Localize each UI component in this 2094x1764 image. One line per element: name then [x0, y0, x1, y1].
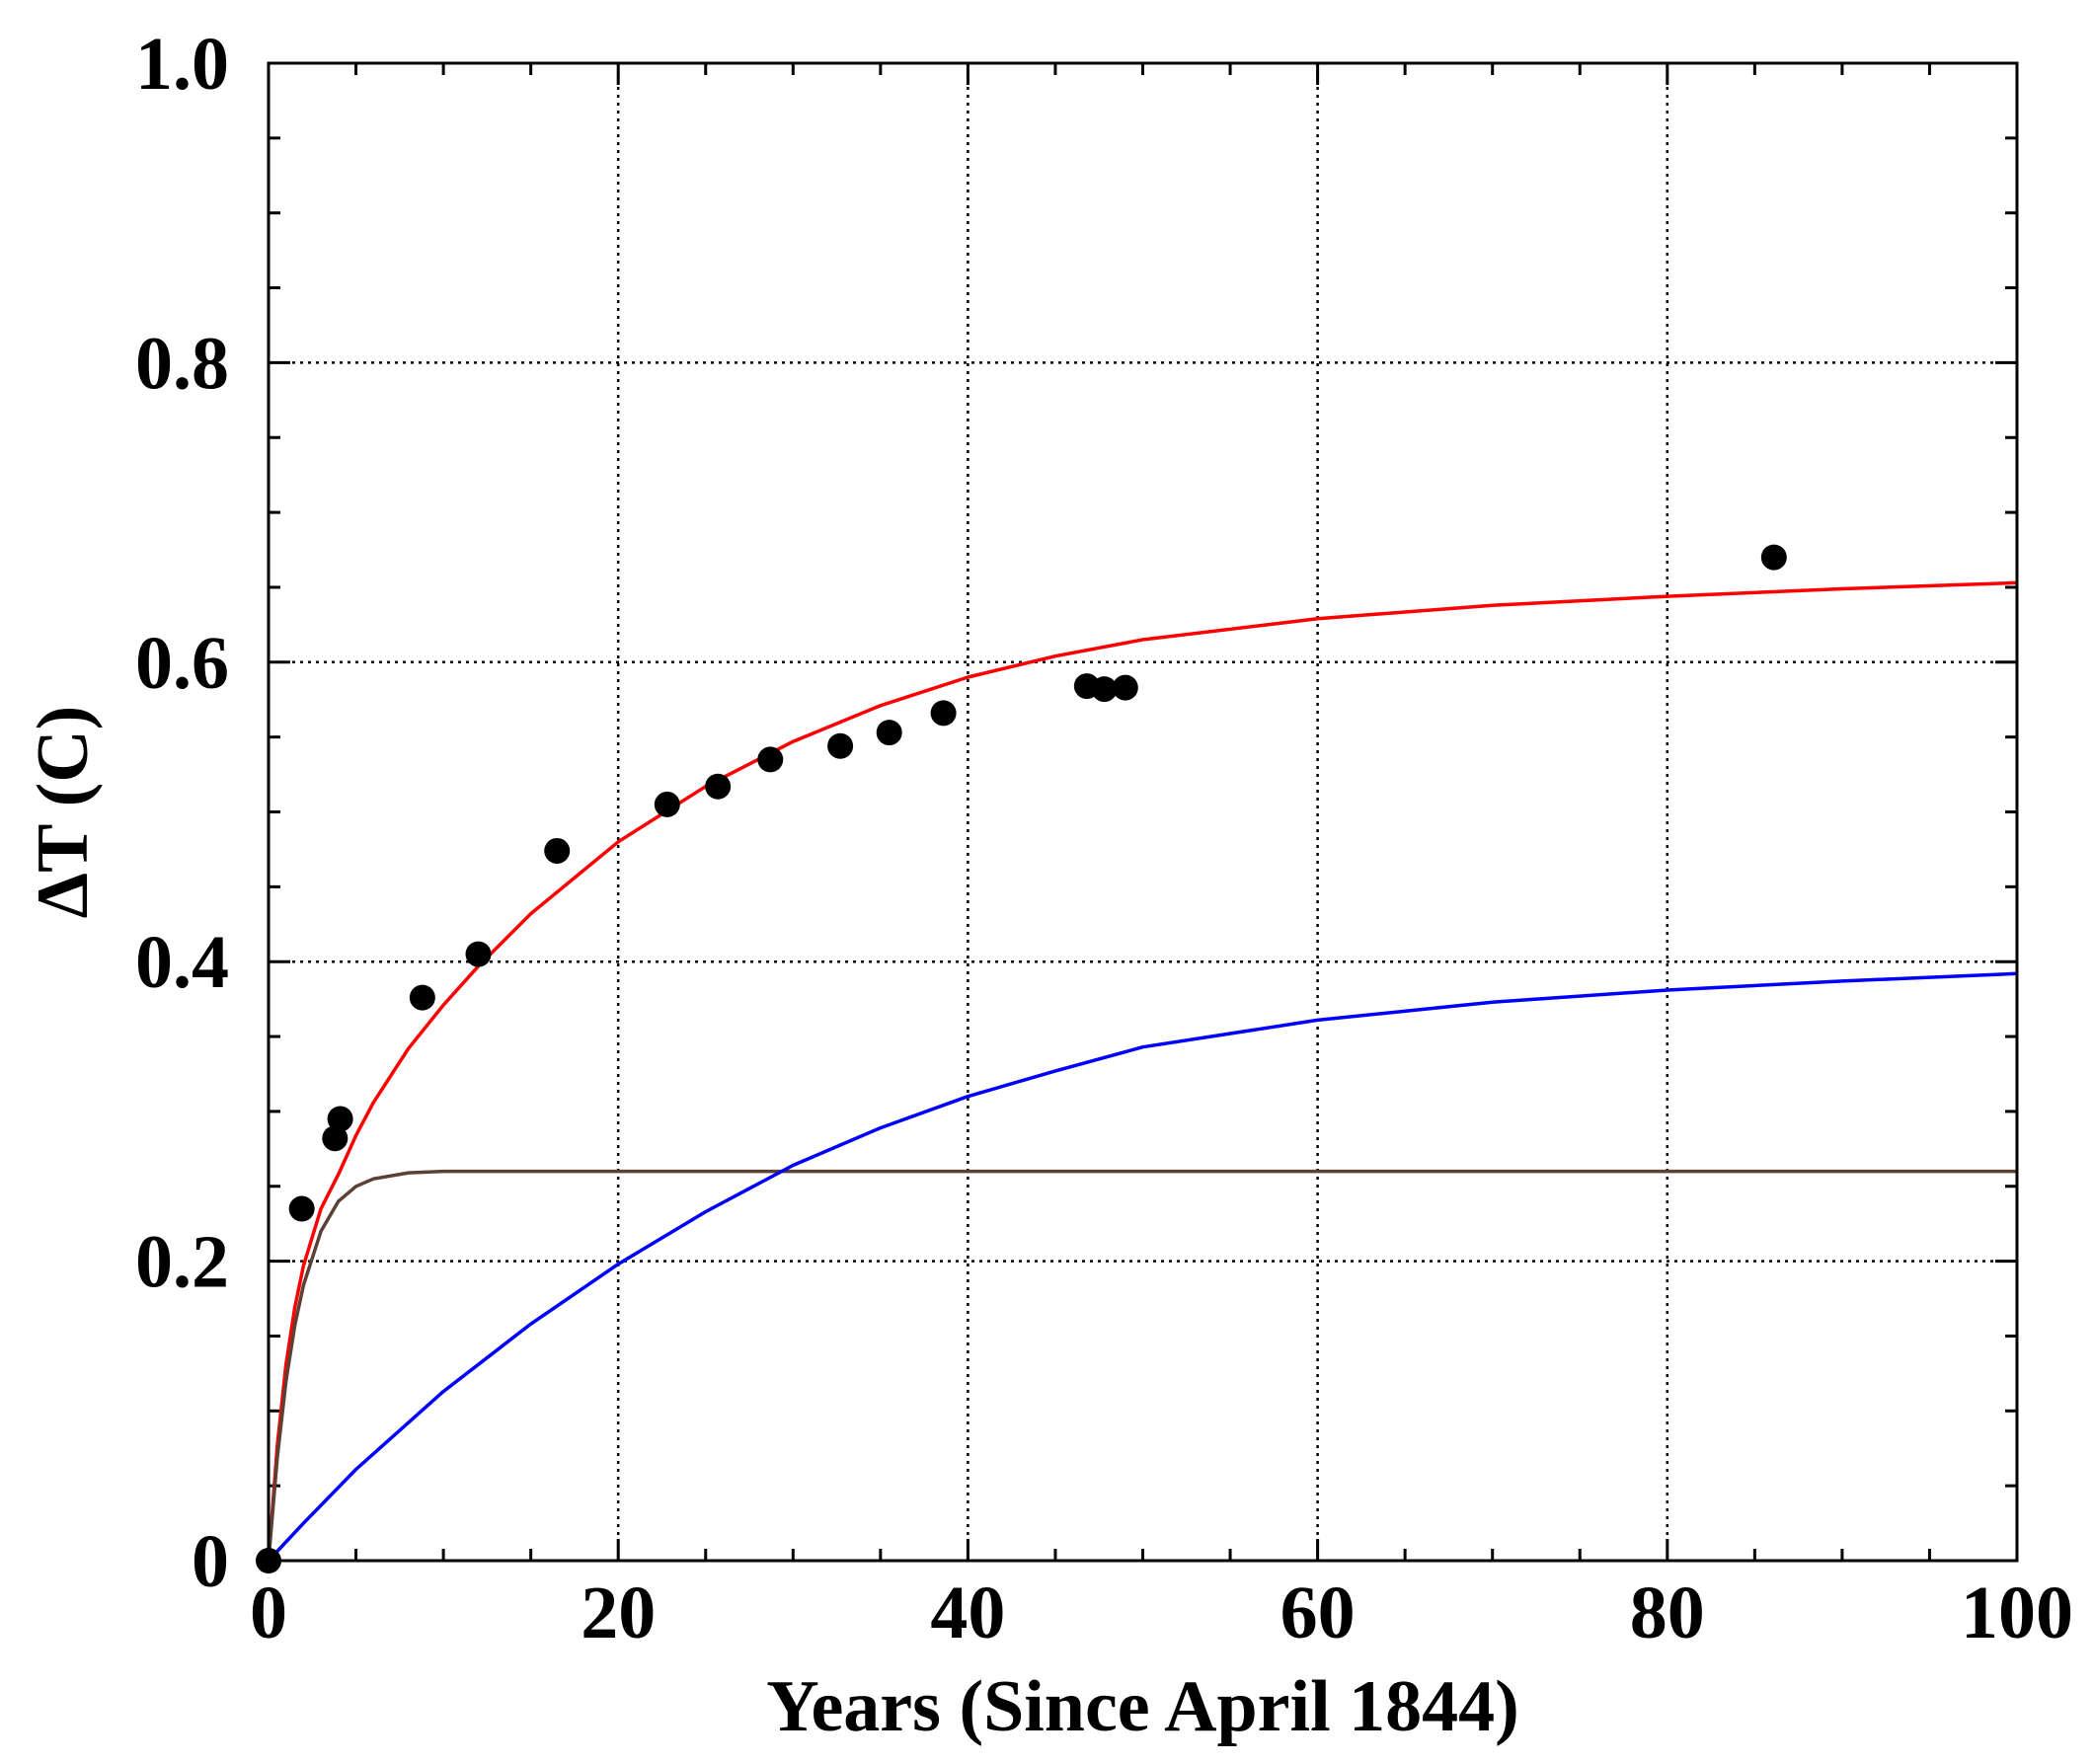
- y-tick-label: 0.4: [135, 921, 229, 1004]
- data-points: [256, 544, 1787, 1573]
- data-point: [654, 791, 680, 817]
- y-tick-label: 1.0: [135, 23, 229, 106]
- data-point: [876, 720, 902, 746]
- data-point: [757, 746, 784, 773]
- data-point: [930, 700, 957, 727]
- data-point: [288, 1195, 315, 1222]
- x-tick-label: 40: [930, 1572, 1005, 1654]
- data-point: [705, 773, 732, 800]
- x-tick-label: 100: [1961, 1572, 2073, 1654]
- x-tick-labels: 0 20 40 60 80 100: [250, 1572, 2073, 1654]
- data-point: [827, 732, 854, 759]
- x-tick-label: 80: [1630, 1572, 1705, 1654]
- data-point: [322, 1125, 349, 1152]
- plot-frame: [267, 61, 2019, 1563]
- data-point: [409, 984, 435, 1011]
- y-tick-label: 0: [192, 1520, 229, 1603]
- x-tick-label: 60: [1280, 1572, 1356, 1654]
- y-axis-label: ΔT (C): [23, 706, 104, 919]
- series-line-3: [267, 971, 2018, 1563]
- x-tick-label: 20: [581, 1572, 656, 1654]
- series-lines: [267, 580, 2018, 1563]
- minor-ticks: [267, 61, 2019, 1563]
- y-tick-label: 0.8: [135, 322, 229, 405]
- data-point: [1112, 674, 1138, 701]
- data-point: [1760, 544, 1787, 571]
- x-axis-label: Years (Since April 1844): [766, 1666, 1519, 1747]
- grid-lines: [269, 63, 2017, 1561]
- series-line-1: [267, 580, 2018, 1562]
- x-tick-label: 0: [250, 1572, 287, 1654]
- y-tick-label: 0.6: [135, 622, 229, 705]
- data-point: [465, 941, 492, 967]
- data-point: [544, 837, 571, 864]
- y-tick-labels: 0 0.2 0.4 0.6 0.8 1.0: [135, 23, 229, 1603]
- data-point: [1091, 676, 1118, 703]
- y-tick-label: 0.2: [135, 1221, 229, 1304]
- data-point: [327, 1106, 353, 1132]
- series-line-2: [267, 1169, 2017, 1562]
